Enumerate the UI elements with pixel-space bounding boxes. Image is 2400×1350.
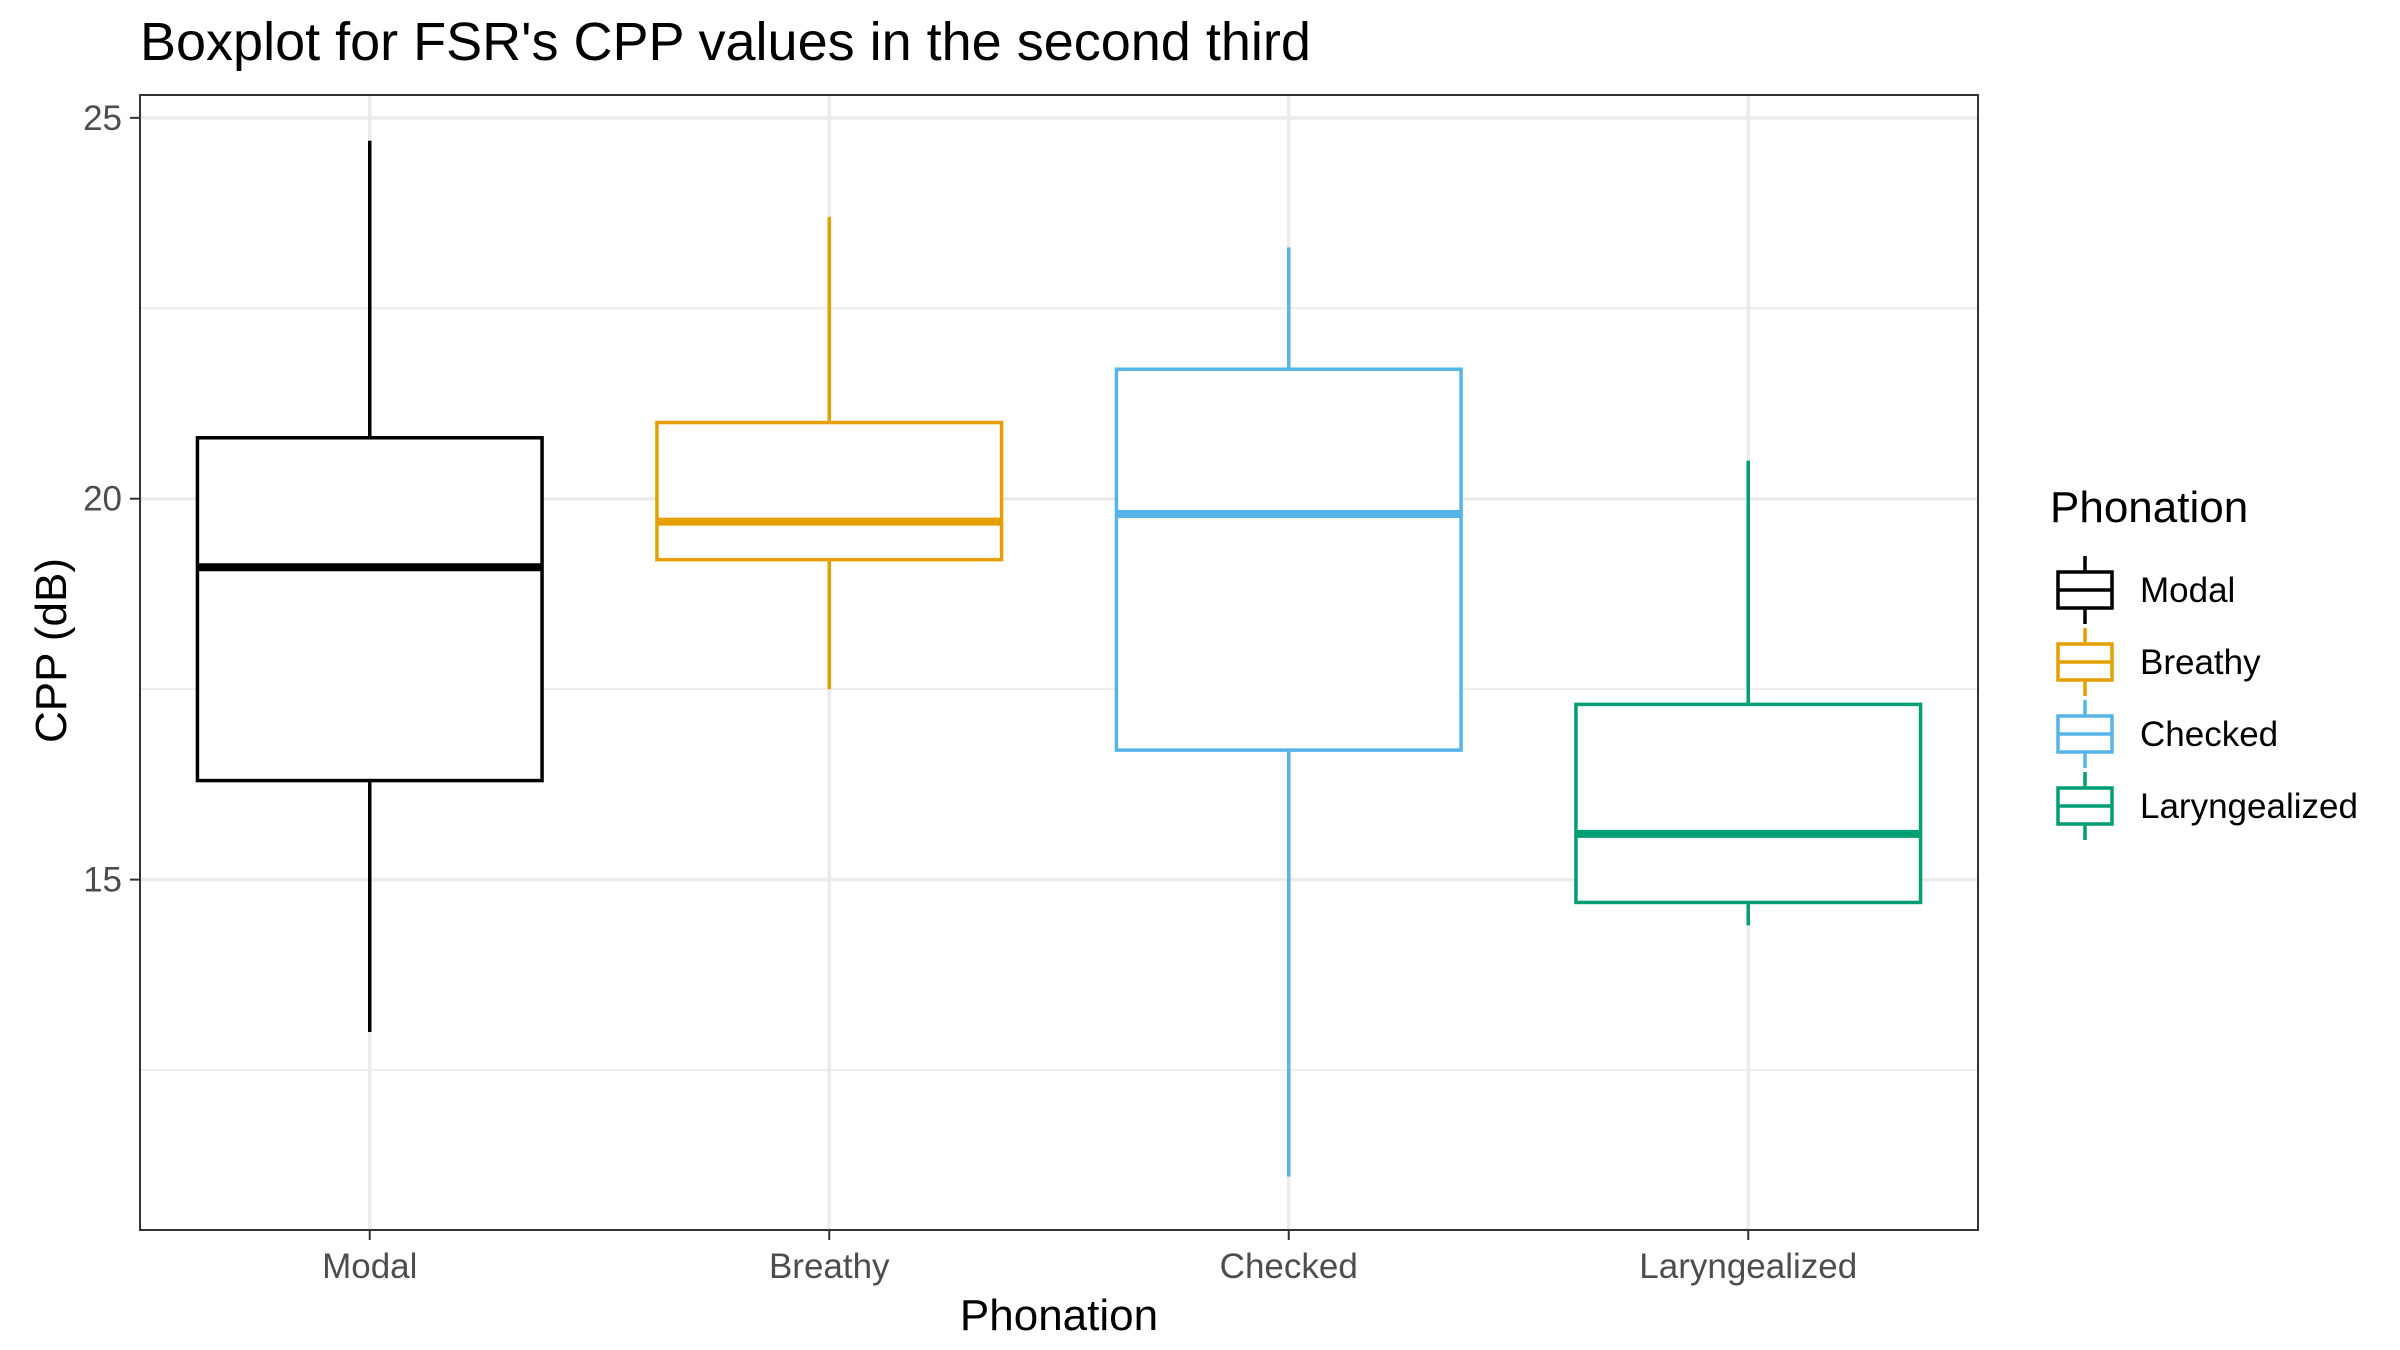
box-checked (1114, 247, 1463, 1177)
x-tick-label: Breathy (769, 1247, 890, 1286)
boxes (195, 140, 1923, 1177)
legend-key-modal (2056, 556, 2114, 624)
box-body (1574, 702, 1923, 905)
y-tick-label: 25 (83, 99, 122, 138)
x-axis-title: Phonation (960, 1291, 1158, 1340)
legend-title: Phonation (2050, 483, 2248, 532)
box-body (1114, 367, 1463, 752)
legend-label: Checked (2140, 715, 2278, 754)
y-tick-label: 20 (83, 480, 122, 519)
x-tick-label: Modal (322, 1247, 417, 1286)
y-tick-label: 15 (83, 861, 122, 900)
legend-label: Breathy (2140, 643, 2261, 682)
y-axis: 15 20 25 (83, 99, 140, 900)
box-breathy (655, 216, 1004, 690)
legend-key-laryngealized (2056, 772, 2114, 840)
legend: Phonation Modal Breathy Checked Laryngealiz… (2050, 483, 2358, 840)
legend-label: Laryngealized (2140, 787, 2358, 826)
chart-title: Boxplot for FSR's CPP values in the seco… (140, 12, 1311, 72)
legend-label: Modal (2140, 571, 2235, 610)
x-tick-label: Laryngealized (1639, 1247, 1857, 1286)
y-axis-title: CPP (dB) (27, 558, 76, 743)
box-body (655, 420, 1004, 562)
legend-key-breathy (2056, 628, 2114, 696)
legend-key-checked (2056, 700, 2114, 768)
box-body (195, 436, 544, 783)
x-axis: Modal Breathy Checked Laryngealized (322, 1230, 1857, 1286)
box-modal (195, 140, 544, 1032)
box-laryngealized (1574, 460, 1923, 926)
panel-border (139, 94, 1979, 1231)
x-tick-label: Checked (1220, 1247, 1358, 1286)
